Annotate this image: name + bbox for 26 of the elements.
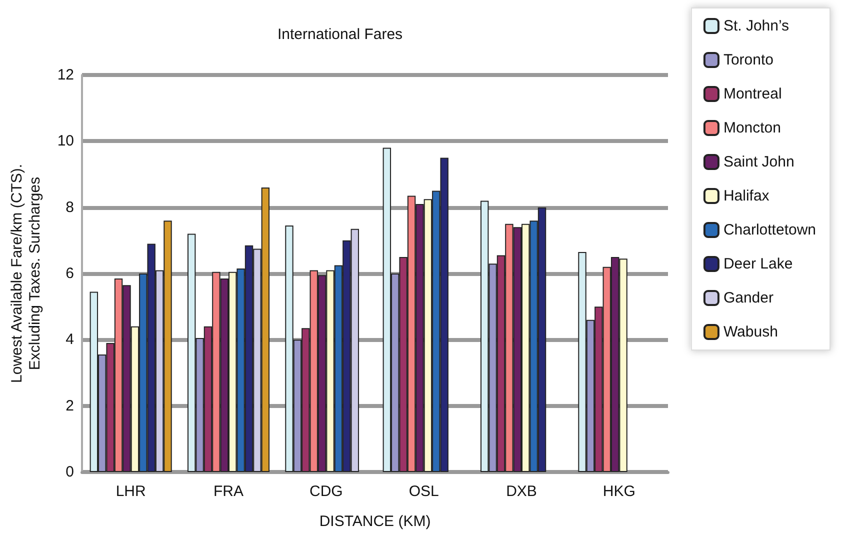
y-tick-label: 2 [66,397,74,414]
legend-label: Charlottetown [723,222,816,238]
legend-label: St. John’s [723,18,790,34]
y-tick-label: 4 [66,331,74,348]
legend-label: Montreal [723,86,782,102]
legend-label: Halifax [723,188,770,204]
chart-title: International Fares [277,26,403,43]
legend-label: Wabush [723,324,778,340]
legend-label: Toronto [723,52,774,68]
x-tick-label: CDG [309,483,343,500]
x-tick-label: DXB [506,483,537,500]
y-tick-label: 6 [66,265,74,282]
x-tick-label: HKG [602,483,636,500]
x-tick-label: LHR [116,483,146,500]
legend-label: Gander [723,290,774,306]
x-tick-label: OSL [408,483,439,500]
y-tick-label: 12 [57,66,74,84]
y-tick-label: 10 [57,132,74,150]
y-tick-label: 8 [66,198,74,216]
legend-label: Deer Lake [723,256,793,272]
x-tick-label: FRA [214,483,244,500]
legend-label: Moncton [723,120,781,136]
y-tick-label: 0 [66,464,74,480]
y-axis-title: Lowest Available Fare/km (CTS). Excluding Taxes. Surcharges [8,164,44,383]
legend-label: Saint John [723,154,794,170]
x-axis-title: DISTANCE (KM) [319,513,431,530]
